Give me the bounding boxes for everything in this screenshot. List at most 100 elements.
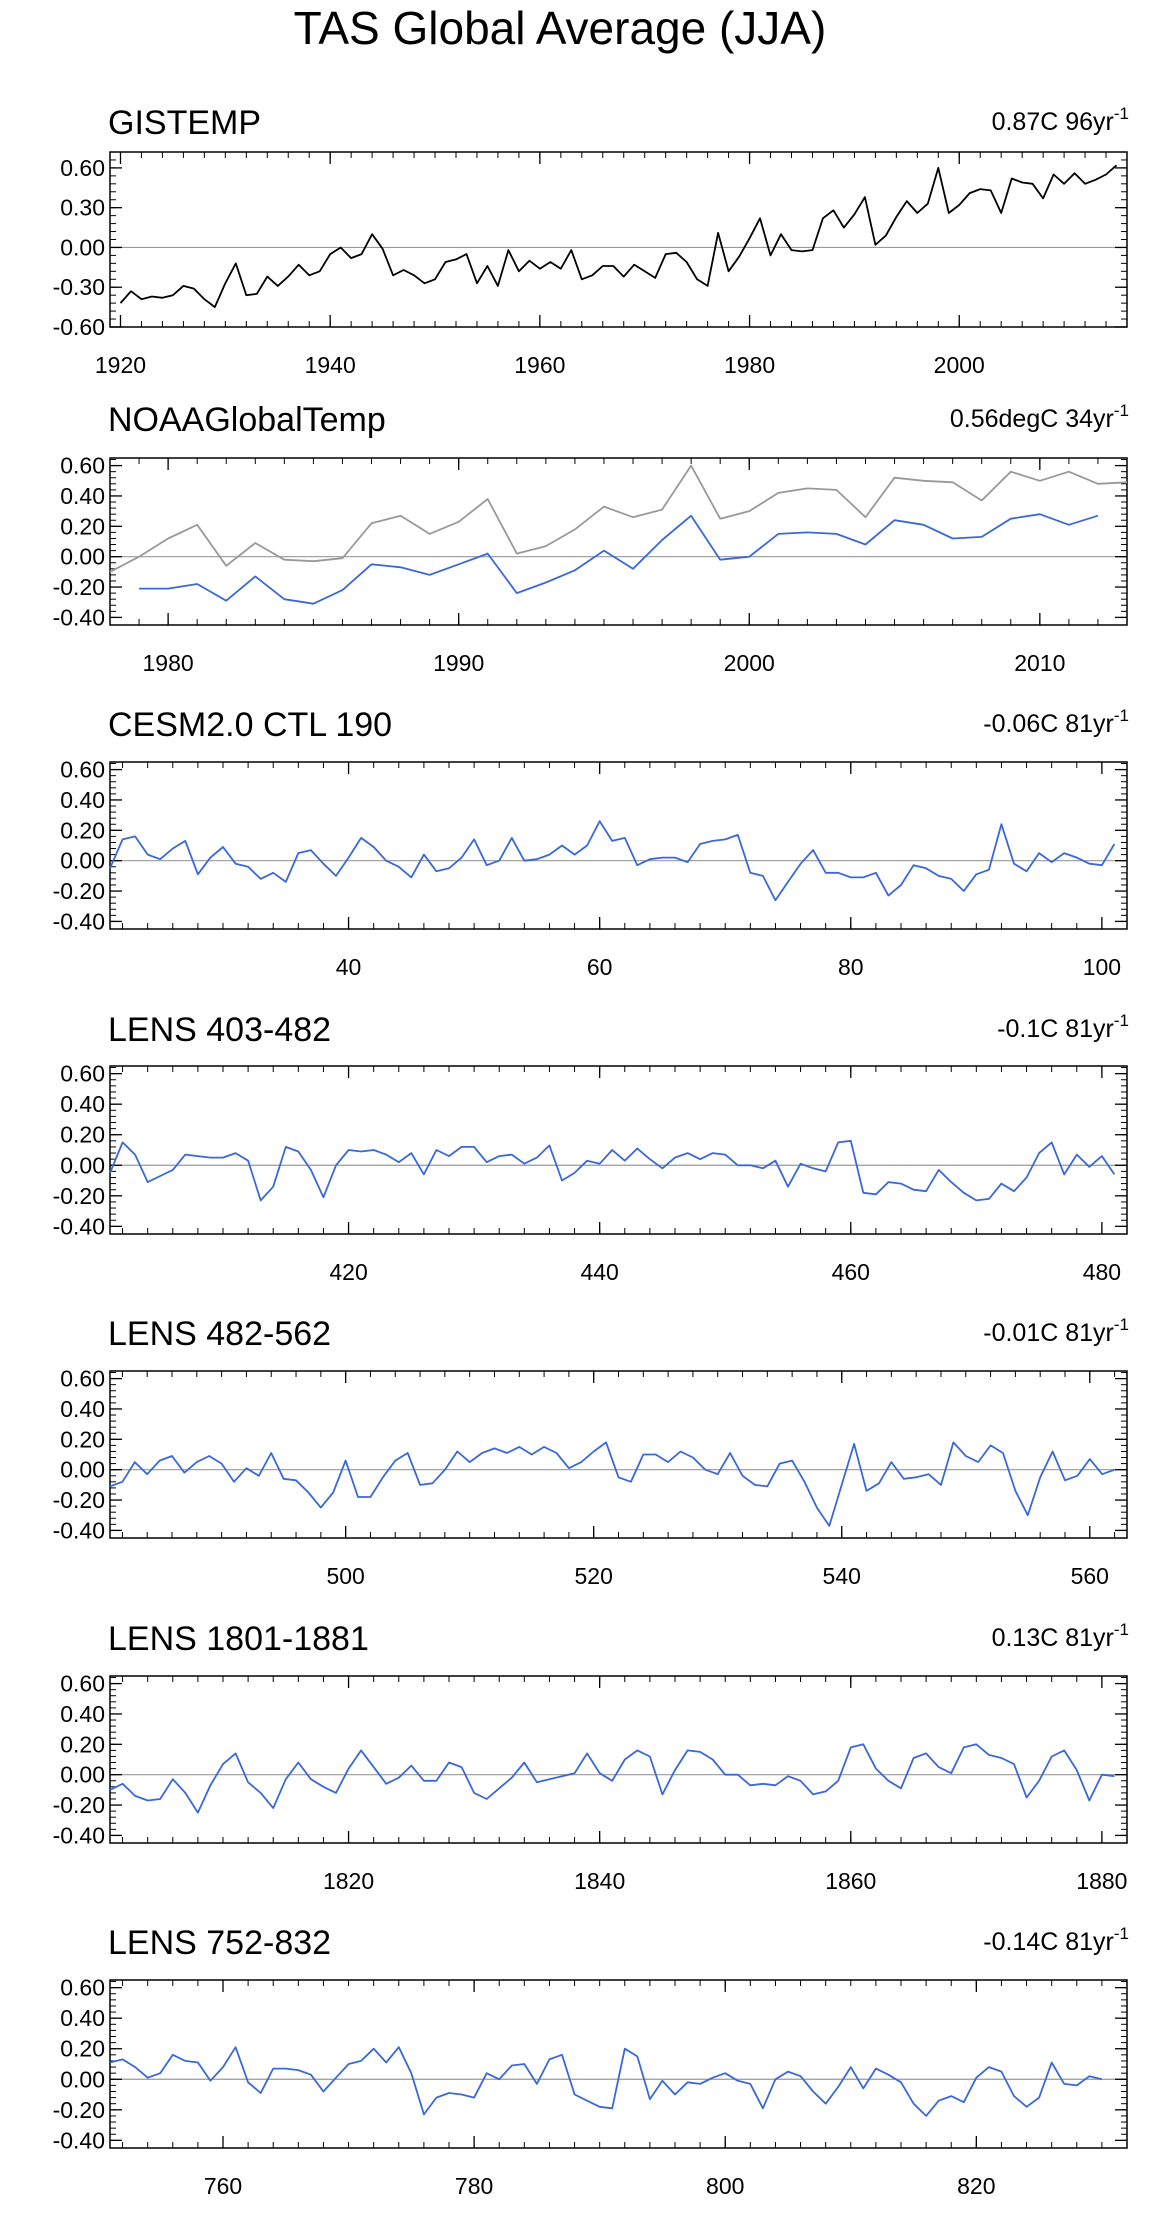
y-tick-label: 0.00 [60, 848, 105, 874]
panel-title: LENS 752-832 [108, 1924, 331, 1962]
x-tick-label: 560 [1071, 1563, 1109, 1589]
trend-label-text: -0.14C 81yr [983, 1928, 1114, 1956]
x-tick-label: 1980 [724, 352, 775, 378]
panel-6: LENS 1801-1881 0.13C 81yr-1 -0.40 -0.20 0.00… [53, 1620, 1129, 1894]
y-tick-label: 0.20 [60, 817, 105, 843]
x-tick-label: 440 [580, 1259, 618, 1285]
x-tick-label: 40 [336, 954, 362, 980]
x-tick-label: 780 [455, 2173, 493, 2199]
x-tick-label: 1940 [305, 352, 356, 378]
y-tick-label: 0.60 [60, 1671, 105, 1697]
panel-4: LENS 403-482 -0.1C 81yr-1 -0.40 -0.20 0.00 0.… [53, 1011, 1129, 1285]
plot-frame [109, 1979, 1128, 2149]
trend-label-exponent: -1 [1114, 1315, 1129, 1334]
panel-5: LENS 482-562 -0.01C 81yr-1 -0.40 -0.20 0.00 0… [53, 1315, 1129, 1589]
x-tick-label: 1840 [574, 1868, 625, 1894]
y-tick-label: -0.40 [53, 1517, 105, 1543]
trend-label: 0.87C 96yr-1 [992, 104, 1129, 136]
trend-label-exponent: -1 [1114, 706, 1129, 725]
y-tick-label: 0.00 [60, 2066, 105, 2092]
panel-7: LENS 752-832 -0.14C 81yr-1 -0.40 -0.20 0.00 0… [53, 1924, 1129, 2199]
x-tick-label: 500 [326, 1563, 364, 1589]
y-tick-label: 0.00 [60, 1457, 105, 1483]
plot-frame [109, 151, 1128, 328]
panel-title: LENS 1801-1881 [108, 1620, 369, 1658]
y-tick-label: 0.00 [60, 234, 105, 260]
y-tick-label: -0.30 [53, 274, 105, 300]
y-tick-label: 0.40 [60, 1701, 105, 1727]
x-tick-label: 760 [204, 2173, 242, 2199]
x-tick-label: 480 [1083, 1259, 1121, 1285]
x-tick-label: 2010 [1014, 650, 1065, 676]
y-tick-label: 0.00 [60, 544, 105, 570]
x-tick-label: 2000 [724, 650, 775, 676]
y-tick-label: -0.20 [53, 1183, 105, 1209]
x-tick-label: 520 [575, 1563, 613, 1589]
trend-label-exponent: -1 [1114, 1011, 1129, 1030]
x-tick-label: 1860 [825, 1868, 876, 1894]
y-tick-label: -0.40 [53, 2127, 105, 2153]
y-tick-label: 0.60 [60, 1061, 105, 1087]
trend-label: 0.56degC 34yr-1 [950, 401, 1129, 433]
y-tick-label: 0.60 [60, 757, 105, 783]
y-tick-label: -0.20 [53, 1487, 105, 1513]
y-tick-label: 0.20 [60, 513, 105, 539]
x-tick-label: 60 [587, 954, 613, 980]
x-tick-label: 540 [823, 1563, 861, 1589]
trend-label-text: 0.56degC 34yr [950, 405, 1114, 433]
y-tick-label: -0.20 [53, 2097, 105, 2123]
panel-title: LENS 403-482 [108, 1011, 331, 1049]
y-tick-label: 0.60 [60, 1975, 105, 2001]
y-tick-label: 0.40 [60, 1396, 105, 1422]
x-tick-label: 2000 [934, 352, 985, 378]
series-line-1 [109, 1441, 1115, 1527]
y-tick-label: -0.40 [53, 908, 105, 934]
plot-frame [109, 761, 1128, 930]
trend-label: -0.1C 81yr-1 [997, 1011, 1129, 1043]
trend-label: -0.14C 81yr-1 [983, 1924, 1129, 1956]
trend-label: -0.06C 81yr-1 [983, 706, 1129, 738]
y-tick-label: 0.40 [60, 1091, 105, 1117]
y-tick-label: -0.20 [53, 878, 105, 904]
x-tick-label: 1880 [1076, 1868, 1127, 1894]
series-line-1 [119, 164, 1118, 309]
x-tick-label: 460 [832, 1259, 870, 1285]
y-tick-label: 0.40 [60, 2005, 105, 2031]
y-tick-label: -0.40 [53, 604, 105, 630]
y-tick-label: 0.40 [60, 787, 105, 813]
x-tick-label: 820 [957, 2173, 995, 2199]
series-line-1 [109, 464, 1128, 573]
series-line-1 [109, 820, 1116, 902]
trend-label-text: -0.06C 81yr [983, 710, 1114, 738]
trend-label-exponent: -1 [1114, 401, 1129, 420]
y-tick-label: -0.60 [53, 314, 105, 340]
y-tick-label: 0.60 [60, 1366, 105, 1392]
panel-2: NOAAGlobalTemp 0.56degC 34yr-1 -0.40 -0.20 0… [53, 401, 1129, 676]
y-tick-label: 0.30 [60, 195, 105, 221]
panels: GISTEMP 0.87C 96yr-1 -0.60 -0.30 0.00 0.30 0.6… [53, 104, 1129, 2199]
y-tick-label: 0.20 [60, 1426, 105, 1452]
x-tick-label: 420 [329, 1259, 367, 1285]
panel-title: CESM2.0 CTL 190 [108, 706, 392, 744]
x-tick-label: 1920 [95, 352, 146, 378]
x-tick-label: 100 [1083, 954, 1121, 980]
series-line-1 [109, 1139, 1116, 1202]
y-tick-label: 0.20 [60, 1122, 105, 1148]
x-tick-label: 1990 [433, 650, 484, 676]
trend-label: 0.13C 81yr-1 [992, 1620, 1129, 1652]
figure-title: TAS Global Average (JJA) [294, 2, 827, 54]
y-tick-label: 0.40 [60, 483, 105, 509]
x-tick-label: 1980 [143, 650, 194, 676]
y-tick-label: 0.00 [60, 1762, 105, 1788]
panel-1: GISTEMP 0.87C 96yr-1 -0.60 -0.30 0.00 0.30 0.6… [53, 104, 1129, 378]
panel-title: GISTEMP [108, 104, 261, 142]
panel-title: NOAAGlobalTemp [108, 401, 386, 439]
y-tick-label: -0.40 [53, 1822, 105, 1848]
series-line-1 [109, 1743, 1115, 1814]
y-tick-label: -0.20 [53, 1792, 105, 1818]
trend-label-exponent: -1 [1114, 1924, 1129, 1943]
series-line-1 [109, 2046, 1103, 2117]
y-tick-label: 0.00 [60, 1152, 105, 1178]
trend-label-exponent: -1 [1114, 1620, 1129, 1639]
